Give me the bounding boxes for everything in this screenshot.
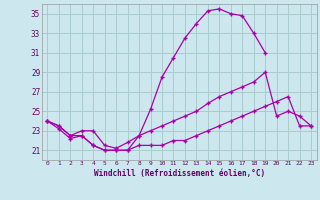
X-axis label: Windchill (Refroidissement éolien,°C): Windchill (Refroidissement éolien,°C) bbox=[94, 169, 265, 178]
